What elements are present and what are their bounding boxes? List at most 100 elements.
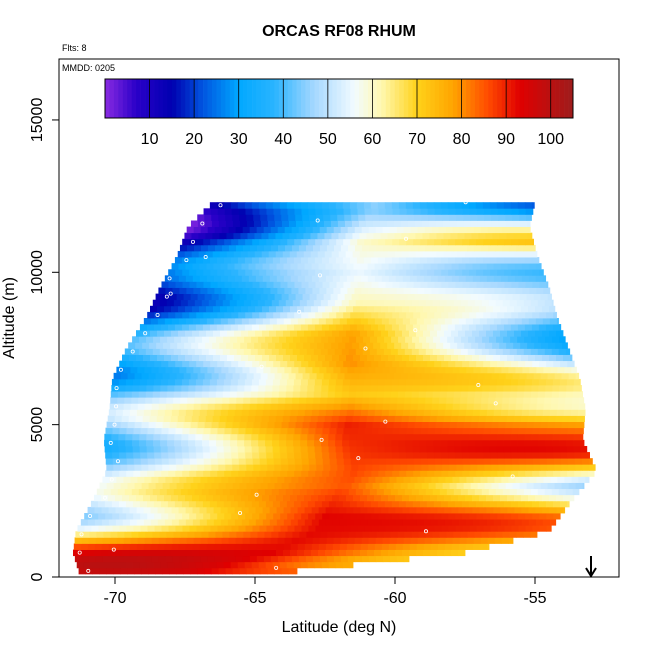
- heatmap-cell: [227, 409, 236, 416]
- heatmap-cell: [347, 244, 356, 252]
- heatmap-cell: [265, 445, 274, 453]
- heatmap-cell: [416, 549, 424, 557]
- heatmap-cell: [243, 391, 252, 398]
- heatmap-cell: [276, 494, 284, 502]
- heatmap-cell: [430, 549, 438, 557]
- heatmap-cell: [160, 433, 168, 441]
- heatmap-cell: [223, 433, 231, 441]
- heatmap-cell: [361, 226, 370, 234]
- heatmap-cell: [480, 287, 488, 295]
- heatmap-cell: [73, 549, 81, 557]
- heatmap-cell: [484, 372, 492, 380]
- heatmap-cell: [326, 476, 334, 483]
- heatmap-cell: [414, 220, 423, 227]
- heatmap-cell: [398, 257, 407, 264]
- heatmap-cell: [153, 336, 161, 343]
- heatmap-cell: [173, 299, 182, 307]
- heatmap-cell: [118, 500, 127, 508]
- heatmap-cell: [190, 464, 198, 471]
- heatmap-cell: [475, 439, 483, 447]
- heatmap-cell: [481, 488, 490, 496]
- heatmap-cell: [203, 427, 211, 435]
- heatmap-cell: [339, 519, 348, 526]
- heatmap-cell: [272, 202, 281, 209]
- heatmap-cell: [462, 269, 470, 276]
- heatmap-cell: [313, 391, 322, 398]
- heatmap-cell: [369, 391, 378, 398]
- heatmap-cell: [371, 458, 380, 465]
- heatmap-cell: [546, 525, 552, 532]
- heatmap-cell: [435, 293, 443, 301]
- heatmap-cell: [574, 470, 582, 477]
- heatmap-cell: [465, 409, 474, 416]
- heatmap-cell: [269, 519, 278, 526]
- heatmap-cell: [216, 445, 225, 453]
- heatmap-cell: [292, 488, 301, 496]
- heatmap-cell: [538, 500, 547, 508]
- heatmap-cell: [218, 214, 226, 221]
- heatmap-cell: [504, 238, 512, 246]
- heatmap-cell: [245, 427, 253, 435]
- heatmap-cell: [168, 281, 176, 288]
- heatmap-cell: [303, 342, 311, 349]
- heatmap-cell: [258, 433, 266, 441]
- heatmap-cell: [385, 281, 393, 288]
- heatmap-cell: [316, 214, 324, 221]
- heatmap-cell: [392, 311, 400, 319]
- heatmap-cell: [319, 555, 328, 563]
- heatmap-cell: [228, 287, 236, 295]
- heatmap-cell: [243, 531, 251, 538]
- heatmap-cell: [421, 372, 429, 380]
- colorbar-swatch: [287, 79, 293, 118]
- heatmap-cell: [264, 531, 272, 538]
- heatmap-cell: [426, 385, 434, 392]
- heatmap-cell: [270, 226, 279, 234]
- colorbar-tick-label: 20: [185, 131, 203, 148]
- heatmap-cell: [511, 525, 519, 532]
- heatmap-cell: [557, 366, 565, 374]
- heatmap-cell: [508, 476, 516, 483]
- heatmap-cell: [240, 250, 249, 258]
- heatmap-cell: [483, 458, 492, 465]
- heatmap-cell: [286, 257, 295, 264]
- heatmap-cell: [291, 226, 300, 234]
- heatmap-cell: [289, 232, 297, 240]
- heatmap-cell: [282, 415, 291, 422]
- heatmap-cell: [331, 342, 339, 349]
- heatmap-cell: [234, 330, 242, 337]
- heatmap-cell: [164, 543, 173, 550]
- heatmap-cell: [533, 464, 541, 471]
- heatmap-cell: [519, 421, 527, 429]
- heatmap-cell: [429, 250, 438, 258]
- heatmap-cell: [215, 397, 223, 404]
- heatmap-cell: [559, 385, 567, 392]
- heatmap-cell: [538, 385, 546, 392]
- heatmap-cell: [231, 513, 239, 520]
- heatmap-cell: [110, 397, 118, 404]
- heatmap-cell: [449, 220, 458, 227]
- heatmap-cell: [220, 494, 228, 502]
- heatmap-cell: [355, 531, 363, 538]
- heatmap-cell: [374, 318, 383, 325]
- heatmap-cell: [329, 208, 337, 215]
- heatmap-cell: [511, 360, 519, 368]
- heatmap-cell: [213, 519, 222, 526]
- heatmap-cell: [295, 464, 303, 471]
- heatmap-cell: [304, 494, 312, 502]
- heatmap-cell: [221, 403, 230, 410]
- heatmap-cell: [458, 330, 466, 337]
- heatmap-cell: [518, 427, 526, 435]
- heatmap-cell: [538, 433, 546, 441]
- heatmap-cell: [527, 250, 536, 258]
- heatmap-cell: [186, 287, 194, 295]
- heatmap-cell: [505, 421, 513, 429]
- heatmap-cell: [507, 354, 515, 362]
- heatmap-cell: [173, 488, 182, 496]
- heatmap-cell: [340, 366, 348, 374]
- heatmap-cell: [454, 336, 462, 343]
- heatmap-cell: [213, 494, 221, 502]
- heatmap-cell: [455, 452, 463, 459]
- heatmap-cell: [232, 464, 240, 471]
- heatmap-cell: [109, 555, 118, 563]
- heatmap-cell: [231, 311, 239, 319]
